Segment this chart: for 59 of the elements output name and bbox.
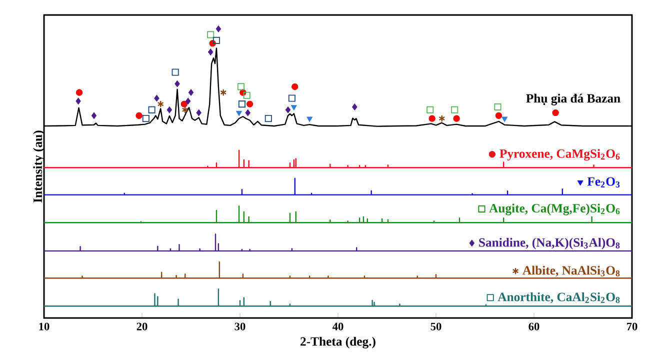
point xyxy=(352,104,358,110)
point xyxy=(495,112,502,119)
point xyxy=(306,116,313,122)
point xyxy=(236,110,242,116)
legend-label: Albite, NaAlSi$_{3}$O$_{8}$ xyxy=(522,266,620,277)
point xyxy=(502,116,508,122)
legend-label: Sanidine, (Na,K)(Si$_{3}$Al)O$_{8}$ xyxy=(479,238,620,250)
point xyxy=(76,98,81,104)
legend-label: Pyroxene, CaMgSi$_{2}$O$_{6}$ xyxy=(500,148,620,161)
point xyxy=(292,83,298,90)
point xyxy=(220,88,227,96)
point xyxy=(172,68,179,76)
point xyxy=(174,80,180,88)
point xyxy=(207,31,214,38)
point xyxy=(212,36,220,44)
point xyxy=(453,115,460,122)
point xyxy=(238,100,246,108)
point xyxy=(136,112,142,119)
point xyxy=(426,106,434,114)
x-tick-label: 10 xyxy=(39,322,50,330)
point xyxy=(285,106,291,114)
point xyxy=(552,109,559,116)
point xyxy=(451,106,458,114)
point xyxy=(157,100,164,108)
point xyxy=(288,94,296,102)
point xyxy=(196,109,202,116)
legend-label: Anorthite, CaAl$_{2}$Si$_{2}$O$_{8}$ xyxy=(498,292,620,304)
point xyxy=(237,83,245,90)
point xyxy=(142,114,150,122)
x-tick-label: 30 xyxy=(234,322,246,330)
y-axis-title: Intensity (au) xyxy=(33,130,45,202)
point xyxy=(76,89,83,96)
point xyxy=(208,48,214,56)
point xyxy=(188,89,194,96)
point xyxy=(245,109,250,116)
point xyxy=(438,114,446,122)
point xyxy=(185,98,191,104)
x-tick-label: 70 xyxy=(626,322,638,330)
x-tick-label: 40 xyxy=(332,322,344,330)
point xyxy=(180,100,188,108)
point xyxy=(246,100,254,108)
legend-label: Fe$_{2}$O$_{3}$ xyxy=(587,177,620,188)
point xyxy=(494,103,502,110)
series-label: Phụ gia đá Bazan xyxy=(526,94,620,106)
point xyxy=(428,115,436,122)
point xyxy=(154,94,160,102)
point xyxy=(216,26,222,32)
x-tick-label: 60 xyxy=(528,322,540,330)
point xyxy=(182,106,188,114)
legend-label: Augite, Ca(Mg,Fe)Si$_{2}$O$_{6}$ xyxy=(489,204,620,216)
point xyxy=(148,106,156,114)
point xyxy=(264,114,272,122)
x-axis-title: 2-Theta (deg.) xyxy=(300,336,376,348)
point xyxy=(91,112,97,119)
point xyxy=(243,92,250,99)
x-tick-label: 50 xyxy=(430,322,442,330)
point xyxy=(290,105,297,110)
x-tick-label: 20 xyxy=(136,322,148,330)
point xyxy=(166,106,172,114)
